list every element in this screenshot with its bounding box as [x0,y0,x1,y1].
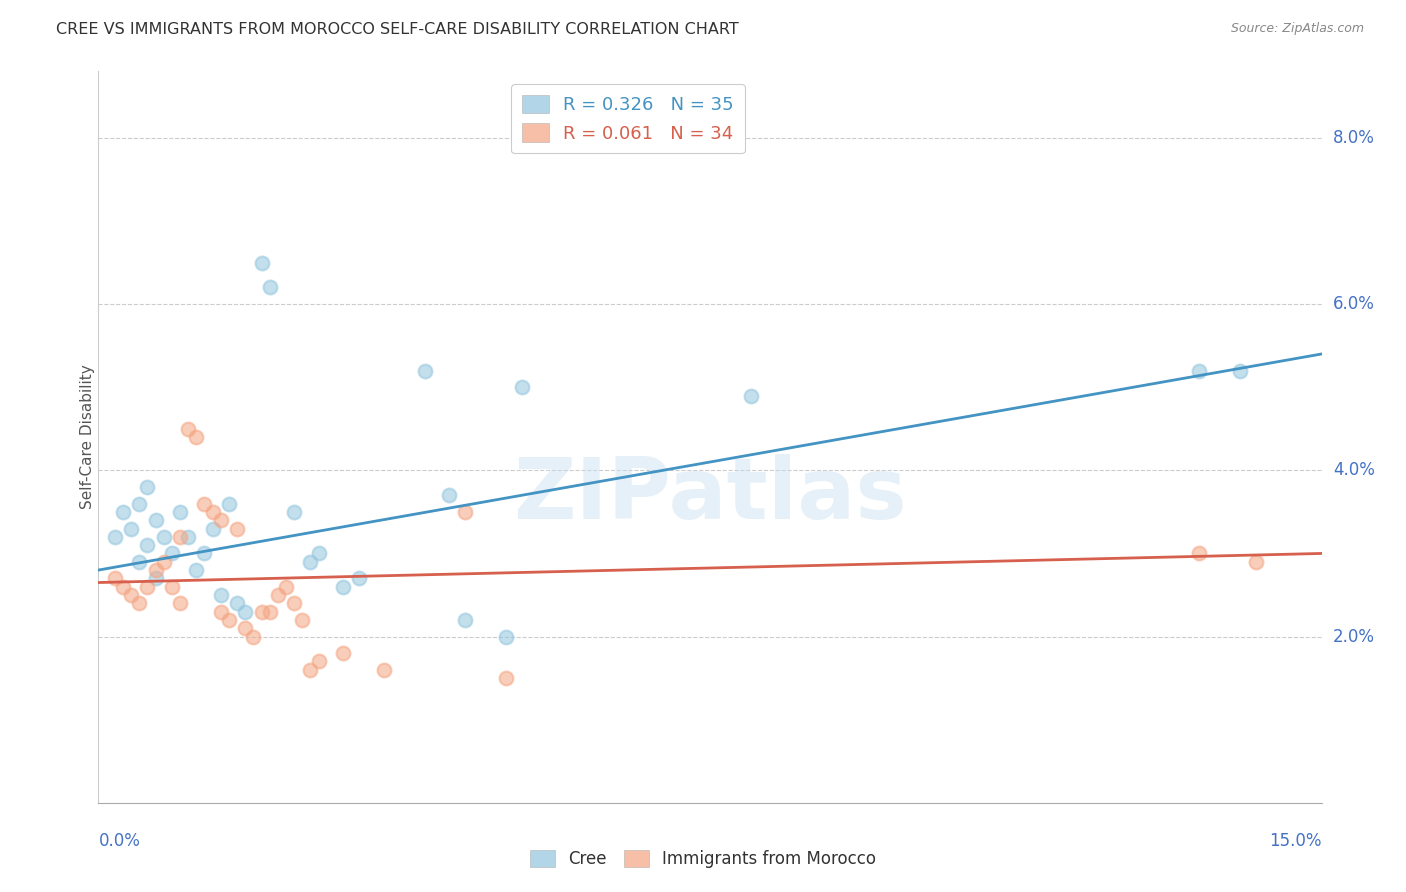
Point [283,505,305,519]
Text: Source: ZipAtlas.com: Source: ZipAtlas.com [1230,22,1364,36]
Point [209,513,232,527]
Point [128,596,150,610]
Point [332,646,354,660]
Point [104,571,127,585]
Point [299,555,322,569]
Point [160,546,183,560]
Point [226,596,249,610]
Point [454,505,477,519]
Point [136,580,159,594]
Text: 15.0%: 15.0% [1270,832,1322,850]
Point [233,621,256,635]
Text: 4.0%: 4.0% [1333,461,1375,479]
Point [250,605,273,619]
Legend: R = 0.326   N = 35, R = 0.061   N = 34: R = 0.326 N = 35, R = 0.061 N = 34 [512,84,745,153]
Point [136,480,159,494]
Point [111,505,134,519]
Point [1188,363,1211,377]
Point [259,605,281,619]
Point [136,538,159,552]
Point [332,580,354,594]
Point [120,588,142,602]
Point [128,555,150,569]
Point [201,505,224,519]
Point [209,588,232,602]
Point [349,571,371,585]
Text: 0.0%: 0.0% [98,832,141,850]
Point [201,521,224,535]
Point [145,571,167,585]
Point [308,546,330,560]
Point [169,596,191,610]
Text: 8.0%: 8.0% [1333,128,1375,147]
Point [373,663,395,677]
Point [111,580,134,594]
Point [1229,363,1251,377]
Point [145,513,167,527]
Point [299,663,322,677]
Point [177,530,200,544]
Point [152,530,174,544]
Point [193,497,215,511]
Point [186,430,208,444]
Point [128,497,150,511]
Point [152,555,174,569]
Point [250,255,273,269]
Point [274,580,297,594]
Point [308,655,330,669]
Point [169,530,191,544]
Point [512,380,534,394]
Point [291,613,314,627]
Point [209,605,232,619]
Point [218,613,240,627]
Point [169,505,191,519]
Point [242,630,264,644]
Point [413,363,436,377]
Point [1246,555,1268,569]
Point [177,422,200,436]
Legend: Cree, Immigrants from Morocco: Cree, Immigrants from Morocco [523,843,883,875]
Point [120,521,142,535]
Point [437,488,460,502]
Text: 6.0%: 6.0% [1333,295,1375,313]
Point [495,630,517,644]
Point [283,596,305,610]
Point [160,580,183,594]
Point [186,563,208,577]
Point [1188,546,1211,560]
Point [740,388,762,402]
Text: 2.0%: 2.0% [1333,628,1375,646]
Point [454,613,477,627]
Point [226,521,249,535]
Point [233,605,256,619]
Point [193,546,215,560]
Point [218,497,240,511]
Point [495,671,517,685]
Text: CREE VS IMMIGRANTS FROM MOROCCO SELF-CARE DISABILITY CORRELATION CHART: CREE VS IMMIGRANTS FROM MOROCCO SELF-CAR… [56,22,740,37]
Point [104,530,127,544]
Y-axis label: Self-Care Disability: Self-Care Disability [80,365,94,509]
Point [267,588,290,602]
Point [145,563,167,577]
Text: ZIPatlas: ZIPatlas [513,454,907,537]
Point [259,280,281,294]
